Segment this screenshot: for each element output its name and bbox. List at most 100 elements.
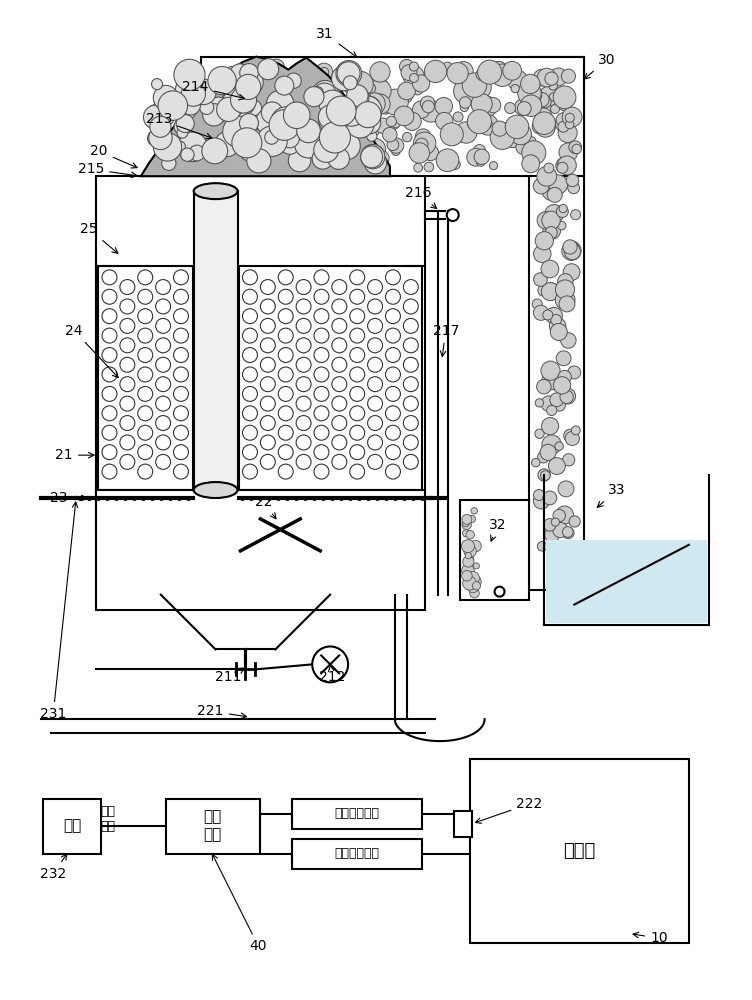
Circle shape <box>225 76 237 88</box>
Circle shape <box>562 241 581 260</box>
Circle shape <box>403 112 421 130</box>
Circle shape <box>380 102 392 114</box>
Bar <box>98 266 193 490</box>
Circle shape <box>399 59 414 74</box>
Bar <box>238 266 422 490</box>
Circle shape <box>230 118 251 139</box>
Circle shape <box>365 152 387 174</box>
Circle shape <box>214 132 240 157</box>
Circle shape <box>217 73 238 93</box>
Circle shape <box>336 61 362 86</box>
Circle shape <box>557 221 566 230</box>
Circle shape <box>328 148 350 169</box>
Circle shape <box>467 110 492 134</box>
Circle shape <box>312 148 333 169</box>
Circle shape <box>346 110 374 138</box>
Circle shape <box>386 289 400 304</box>
Circle shape <box>208 163 218 174</box>
Circle shape <box>244 110 253 119</box>
Circle shape <box>120 318 135 333</box>
Circle shape <box>403 338 418 353</box>
Circle shape <box>156 435 171 450</box>
Circle shape <box>550 314 562 325</box>
Circle shape <box>242 328 257 343</box>
Circle shape <box>208 66 236 95</box>
Text: 213: 213 <box>146 112 212 139</box>
Circle shape <box>368 103 381 116</box>
Circle shape <box>353 130 374 150</box>
Circle shape <box>345 157 356 168</box>
Circle shape <box>319 127 328 136</box>
Circle shape <box>265 130 278 144</box>
Circle shape <box>314 348 329 363</box>
Circle shape <box>337 62 360 85</box>
Circle shape <box>503 128 523 148</box>
Circle shape <box>562 527 573 537</box>
Circle shape <box>102 328 117 343</box>
Circle shape <box>310 132 330 152</box>
Circle shape <box>314 425 329 440</box>
Circle shape <box>424 60 447 83</box>
Circle shape <box>471 508 478 514</box>
Circle shape <box>462 576 477 590</box>
Circle shape <box>102 367 117 382</box>
Circle shape <box>226 99 244 116</box>
Circle shape <box>314 309 329 324</box>
Circle shape <box>314 270 329 285</box>
Circle shape <box>156 338 171 353</box>
Circle shape <box>170 93 197 121</box>
Circle shape <box>296 396 311 411</box>
Circle shape <box>102 348 117 363</box>
Circle shape <box>138 367 153 382</box>
Circle shape <box>350 88 369 107</box>
Circle shape <box>467 116 481 130</box>
Circle shape <box>314 406 329 421</box>
Circle shape <box>335 94 347 106</box>
Circle shape <box>467 148 484 166</box>
Circle shape <box>241 68 256 82</box>
Circle shape <box>516 140 530 154</box>
Circle shape <box>541 396 556 411</box>
Circle shape <box>368 79 391 102</box>
Circle shape <box>229 90 255 116</box>
Ellipse shape <box>194 482 238 498</box>
Circle shape <box>557 156 576 175</box>
Circle shape <box>223 116 254 147</box>
Circle shape <box>138 464 153 479</box>
Circle shape <box>535 429 544 438</box>
Circle shape <box>540 96 551 108</box>
Circle shape <box>410 73 418 82</box>
Circle shape <box>315 63 332 80</box>
Circle shape <box>332 435 347 450</box>
Circle shape <box>386 328 400 343</box>
Circle shape <box>245 129 264 148</box>
Circle shape <box>180 79 211 110</box>
Bar <box>165 799 260 854</box>
Circle shape <box>403 357 418 372</box>
Circle shape <box>386 425 400 440</box>
Circle shape <box>391 118 400 128</box>
Circle shape <box>147 130 164 146</box>
Circle shape <box>147 104 165 123</box>
Circle shape <box>533 178 549 194</box>
Circle shape <box>337 120 356 139</box>
Circle shape <box>350 406 365 421</box>
Circle shape <box>138 309 153 324</box>
Circle shape <box>293 138 316 162</box>
Text: 电控: 电控 <box>204 809 222 824</box>
Circle shape <box>350 445 365 460</box>
Circle shape <box>534 69 550 86</box>
Circle shape <box>288 149 311 172</box>
Circle shape <box>177 127 188 138</box>
Circle shape <box>239 114 259 133</box>
Circle shape <box>260 377 275 392</box>
Circle shape <box>553 522 568 538</box>
Circle shape <box>378 79 387 90</box>
Circle shape <box>326 96 356 126</box>
Circle shape <box>332 396 347 411</box>
Circle shape <box>278 270 293 285</box>
Circle shape <box>462 514 472 524</box>
Text: 232: 232 <box>40 854 67 881</box>
Circle shape <box>347 85 368 106</box>
Circle shape <box>409 143 429 163</box>
